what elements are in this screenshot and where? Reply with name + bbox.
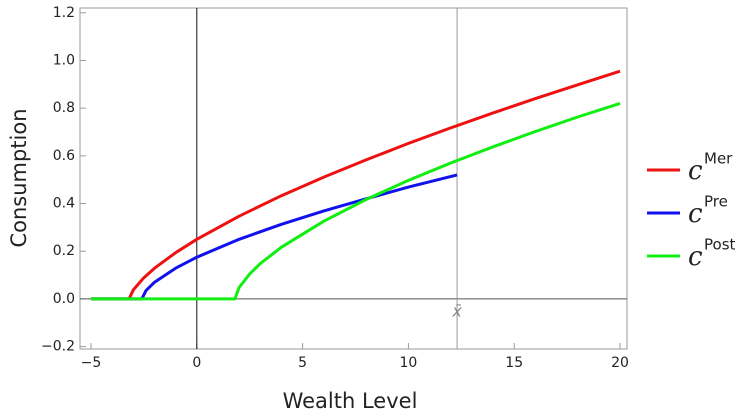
y-tick-label: 1.2 [53, 5, 75, 21]
x-tick-label: 10 [399, 355, 417, 371]
legend-superscript: Mer [704, 150, 733, 168]
y-tick-label: −0.2 [41, 339, 75, 355]
series-line [91, 69, 621, 301]
y-tick-label: 0.0 [53, 291, 75, 307]
y-tick-label: 1.0 [53, 52, 75, 68]
y-axis-title: Consumption [7, 108, 31, 247]
legend-superscript: Post [704, 236, 736, 254]
y-tick-label: 0.6 [53, 148, 75, 164]
legend-label: c [688, 242, 703, 272]
x-tick-label: 5 [298, 355, 307, 371]
x-tick-label: 20 [611, 355, 629, 371]
legend-label: c [688, 199, 703, 229]
series-line [91, 101, 621, 301]
y-tick-label: 0.4 [53, 196, 75, 212]
x-tick-label: −5 [81, 355, 102, 371]
legend-label: c [688, 156, 703, 186]
x-tick-label: 0 [192, 355, 201, 371]
plot-frame [79, 7, 628, 350]
x-tick-label: 15 [505, 355, 523, 371]
y-tick-label: 0.2 [53, 243, 75, 259]
y-tick-label: 0.8 [53, 100, 75, 116]
series-line [91, 173, 458, 301]
legend-superscript: Pre [704, 193, 728, 211]
annotation: x̄ [451, 301, 462, 320]
x-axis-title: Wealth Level [283, 389, 418, 413]
